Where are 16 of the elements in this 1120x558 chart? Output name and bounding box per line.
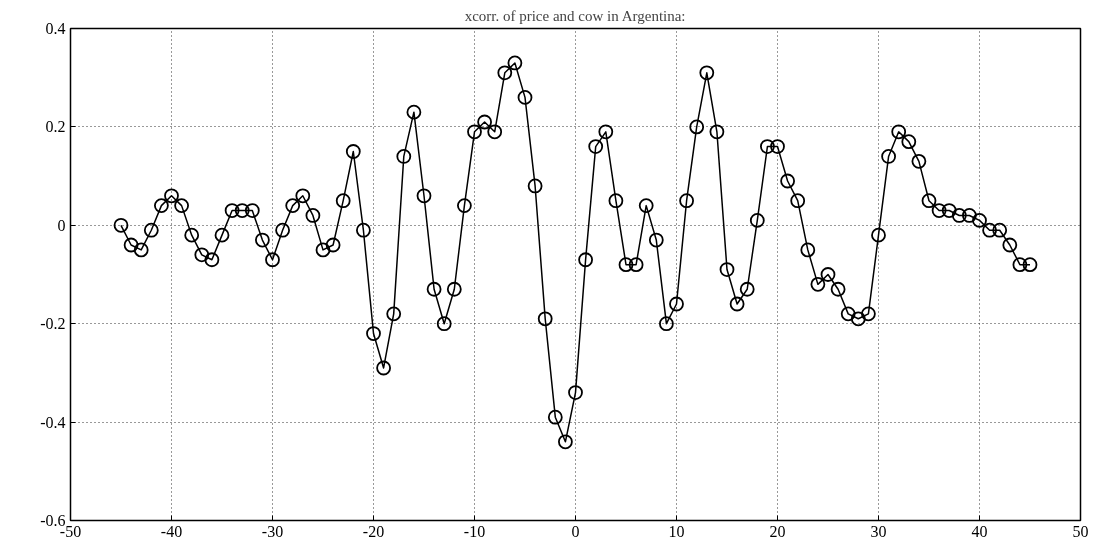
x-tick-label: 10 <box>668 522 685 540</box>
y-tick-label: -0.2 <box>40 315 66 333</box>
x-tick-label: 0 <box>571 522 580 540</box>
x-tick-label: -30 <box>261 522 284 540</box>
x-tick-label: 30 <box>870 522 887 540</box>
x-tick-label: 40 <box>971 522 988 540</box>
x-tick-label: 50 <box>1072 522 1089 540</box>
x-tick-label: -20 <box>362 522 385 540</box>
x-tick-label: 20 <box>769 522 786 540</box>
y-tick-label: 0 <box>57 216 66 234</box>
x-tick-label: -40 <box>160 522 183 540</box>
x-tick-label: -10 <box>463 522 486 540</box>
y-tick-label: 0.2 <box>45 118 66 136</box>
y-tick-label: -0.4 <box>40 413 66 431</box>
y-tick-label: 0.4 <box>45 20 66 37</box>
chart-title: xcorr. of price and cow in Argentina: <box>464 7 686 24</box>
